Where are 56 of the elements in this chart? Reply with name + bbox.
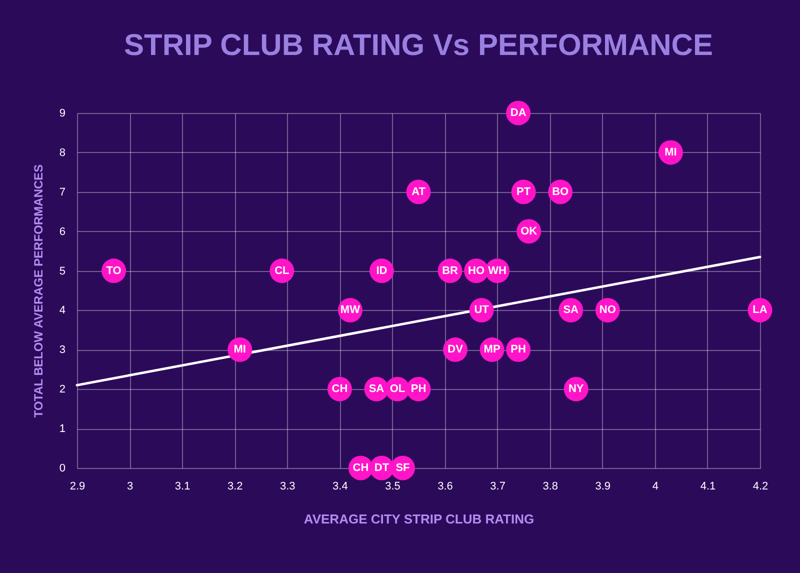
x-tick-label: 3.3 [280,480,296,492]
annotation: MI [234,344,246,356]
chart-title: STRIP CLUB RATING Vs PERFORMANCE [124,28,713,62]
y-axis-title: TOTAL BELOW AVERAGE PERFORMANCES [31,164,46,418]
y-tick-label: 7 [59,186,66,198]
annotation: PT [516,186,531,198]
annotation: NY [568,383,584,396]
x-tick-label: 3 [126,480,134,492]
y-tick-label: 3 [59,344,66,356]
y-tick-label: 9 [59,108,66,120]
annotation: CH [352,462,369,474]
y-tick-label: 1 [59,423,66,436]
annotation: ID [376,264,388,277]
x-tick-label: 3.6 [438,480,453,492]
annotation: MP [484,344,500,356]
y-tick-label: 6 [59,226,66,238]
annotation: AT [412,186,426,198]
annotation: OK [520,225,538,238]
annotation: DT [374,462,390,474]
annotation: BR [442,264,458,277]
annotation: PH [410,383,426,396]
y-tick-label: 2 [59,384,66,396]
x-tick-label: 3.2 [227,480,243,492]
x-tick-label: 3.7 [490,480,506,492]
y-tick-label: 4 [59,304,66,317]
annotation: SF [396,462,410,474]
x-tick-label: 4 [652,480,658,492]
annotation: SA [563,304,579,316]
y-tick-label: 0 [59,462,66,474]
x-tick-label: 3.8 [542,480,558,492]
x-tick-label: 4.1 [700,480,716,492]
x-tick-label: 3.1 [174,480,190,492]
x-tick-label: 4.2 [752,480,768,492]
annotation: MI [664,146,677,158]
y-tick-label: 5 [59,265,66,278]
annotation: NO [599,304,616,316]
y-tick-label: 8 [59,146,66,159]
annotation: LA [752,304,768,316]
annotation: HO [468,264,485,277]
annotation: CL [274,264,290,277]
annotation: CH [332,383,348,396]
annotation: TO [106,264,122,277]
annotation: UT [474,304,490,316]
x-tick-label: 3.9 [595,480,611,492]
annotation: DV [448,344,464,356]
x-axis-title: AVERAGE CITY STRIP CLUB RATING [304,512,534,526]
x-tick-label: 2.9 [70,480,86,492]
x-tick-label: 3.4 [332,480,348,492]
annotation: MW [340,304,361,316]
annotation: OL [390,383,406,396]
annotation: SA [368,383,384,396]
annotation: BO [552,186,570,198]
annotation: WH [488,264,507,277]
x-tick-label: 3.5 [385,480,400,492]
annotation: DA [510,107,526,119]
annotation: PH [510,344,526,356]
